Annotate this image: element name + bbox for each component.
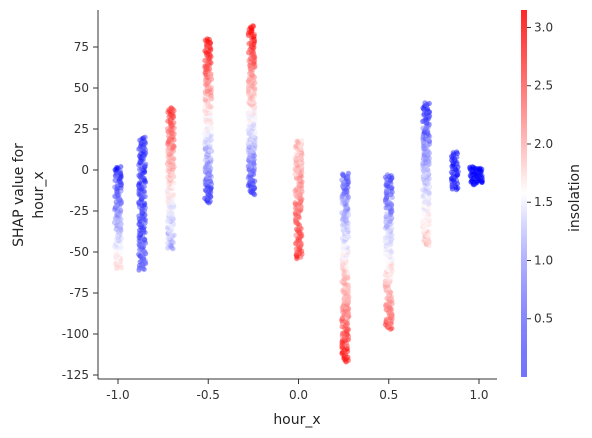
scatter-point xyxy=(454,149,460,155)
x-ticks: -1.0 -0.5 0.0 0.5 1.0 xyxy=(106,379,489,402)
scatter-point xyxy=(299,137,305,144)
scatter-point xyxy=(143,161,149,167)
y-tick-label: -25 xyxy=(69,204,89,218)
x-tick-label: 0.0 xyxy=(289,388,308,402)
scatter-point xyxy=(114,164,120,171)
scatter-point xyxy=(383,316,389,322)
scatter-point xyxy=(204,36,210,42)
scatter-point xyxy=(426,100,432,107)
scatter-point xyxy=(142,134,148,140)
x-tick-label: 1.0 xyxy=(469,388,488,402)
y-tick-label: -100 xyxy=(62,327,89,341)
y-tick-label: 50 xyxy=(74,81,89,95)
scatter-point xyxy=(345,170,351,176)
scatter-point xyxy=(112,177,118,183)
scatter-point xyxy=(292,200,298,206)
scatter-point xyxy=(118,244,124,250)
scatter-point xyxy=(422,100,428,106)
colorbar-label: insolation xyxy=(567,164,583,232)
scatter-point xyxy=(168,105,174,111)
scatter-point xyxy=(171,232,177,238)
scatter-points xyxy=(111,23,485,365)
colorbar xyxy=(521,10,527,377)
y-axis-label-line: hour_x xyxy=(31,171,47,218)
scatter-point xyxy=(477,165,483,171)
scatter-point xyxy=(137,180,143,186)
y-tick-label: -125 xyxy=(62,368,89,382)
scatter-point xyxy=(389,226,395,232)
colorbar-tick-label: 0.5 xyxy=(534,312,553,326)
y-tick-label: -75 xyxy=(69,286,89,300)
colorbar-tick-label: 1.5 xyxy=(534,195,553,209)
scatter-point xyxy=(384,172,391,178)
scatter-point xyxy=(250,23,256,29)
scatter-point xyxy=(171,192,177,198)
y-tick-label: 0 xyxy=(81,163,89,177)
colorbar-ticks: 0.5 1.0 1.5 2.0 2.5 3.0 xyxy=(527,20,553,326)
y-tick-label: 75 xyxy=(74,40,89,54)
x-tick-label: -0.5 xyxy=(197,388,220,402)
scatter-point xyxy=(142,193,148,200)
y-axis-label-line: SHAP value for xyxy=(11,143,27,247)
colorbar-tick-label: 3.0 xyxy=(534,20,553,34)
scatter-point xyxy=(469,164,476,170)
y-tick-label: 25 xyxy=(74,122,89,136)
x-tick-label: 0.5 xyxy=(379,388,398,402)
colorbar-tick-label: 2.0 xyxy=(534,137,553,151)
colorbar-tick-label: 2.5 xyxy=(534,79,553,93)
y-tick-label: -50 xyxy=(69,245,89,259)
scatter-point xyxy=(118,164,124,170)
scatter-point xyxy=(340,171,346,177)
y-axis-label: SHAP value for hour_x xyxy=(11,143,47,247)
scatter-point xyxy=(294,138,300,144)
y-ticks: 75 50 25 0 -25 -50 -75 -100 -125 xyxy=(62,40,98,382)
x-axis-label: hour_x xyxy=(273,412,320,428)
scatter-point xyxy=(136,251,142,257)
colorbar-tick-label: 1.0 xyxy=(534,253,553,267)
scatter-point xyxy=(339,177,345,183)
x-tick-label: -1.0 xyxy=(106,388,129,402)
